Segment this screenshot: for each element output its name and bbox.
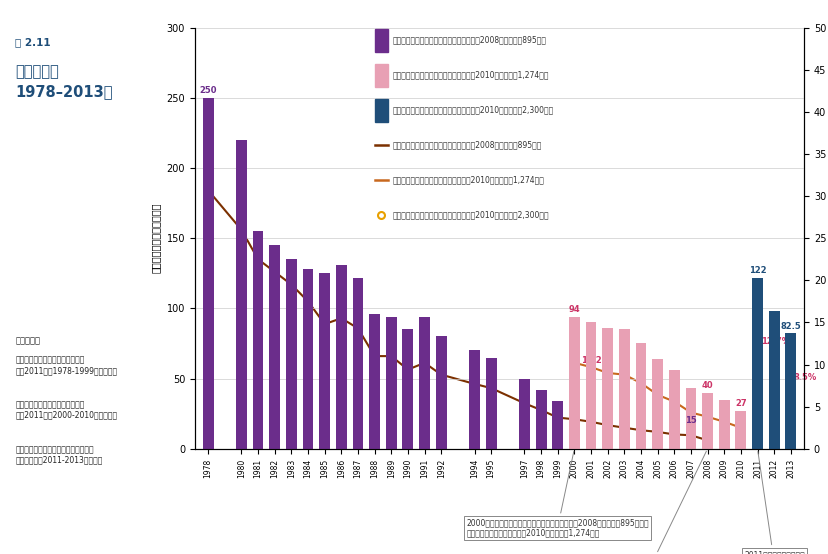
Text: 15: 15 (684, 416, 696, 425)
Text: 10.2%: 10.2% (580, 356, 609, 365)
Bar (635, 343, 646, 449)
Bar (768, 311, 778, 449)
Text: 农村贫困人口数量，使用新的贫困标准（按2010年不变价为2,300元）: 农村贫困人口数量，使用新的贫困标准（按2010年不变价为2,300元） (392, 106, 553, 115)
Text: 40: 40 (701, 381, 713, 390)
Bar (368, 314, 379, 449)
Text: 农村贫困发生率，使用新的贫困标准（按2010年不变价为2,300元）: 农村贫困发生率，使用新的贫困标准（按2010年不变价为2,300元） (392, 211, 549, 219)
Bar (585, 322, 595, 449)
Text: 国家统计局，国民经济与社会发展统计
公报，历年（2011-2013年数据）: 国家统计局，国民经济与社会发展统计 公报，历年（2011-2013年数据） (15, 445, 103, 464)
Bar (551, 401, 562, 449)
Text: 27: 27 (734, 399, 746, 408)
Bar (302, 269, 313, 449)
Y-axis label: 农村贫困人口数量（百万）: 农村贫困人口数量（百万） (151, 203, 161, 274)
Text: 8.5%: 8.5% (792, 373, 816, 382)
Bar (518, 378, 529, 449)
Text: 2000年除了沿用原来的全国农村绝对贫困标准（按2008年不变价为895元），
引入全国农村低收入标准（按2010年不变价为1,274元）: 2000年除了沿用原来的全国农村绝对贫困标准（按2008年不变价为895元）， … (465, 452, 648, 538)
Bar (335, 265, 346, 449)
Text: 国家统计局，中国农村贫困监测报
告，2011年（2000-2010年数据）。: 国家统计局，中国农村贫困监测报 告，2011年（2000-2010年数据）。 (15, 400, 118, 420)
Bar (568, 404, 579, 449)
Bar (203, 98, 214, 449)
Text: 农村贫困人口数量，使用绝对贫困标准（按2008年不变价为895元）: 农村贫困人口数量，使用绝对贫困标准（按2008年不变价为895元） (392, 36, 546, 45)
Bar (374, 64, 388, 87)
Bar (419, 317, 430, 449)
Text: 12.7%: 12.7% (760, 337, 789, 346)
Bar (585, 408, 595, 449)
Bar (319, 273, 330, 449)
Text: 国家统计局，中国农村住户调查年
鉴，2011年（1978-1999年数据）。: 国家统计局，中国农村住户调查年 鉴，2011年（1978-1999年数据）。 (15, 356, 118, 375)
Bar (236, 140, 247, 449)
Text: 数据来源：: 数据来源： (15, 336, 41, 345)
Bar (253, 231, 263, 449)
Text: 122: 122 (748, 266, 765, 275)
Text: 2011年起采用新的全国农
村贫困标准（按2010年不
变价为2,300元）: 2011年起采用新的全国农 村贫困标准（按2010年不 变价为2,300元） (744, 452, 804, 554)
Bar (602, 328, 613, 449)
Bar (436, 336, 446, 449)
Text: 2008年起将低收入标准作为唯一的贫困标准使用: 2008年起将低收入标准作为唯一的贫困标准使用 (599, 452, 705, 554)
Bar (352, 278, 363, 449)
Text: 农村贫困人口数量，使用低收入标准（按2010年不变价为1,274元）: 农村贫困人口数量，使用低收入标准（按2010年不变价为1,274元） (392, 71, 549, 80)
Text: 94: 94 (568, 305, 580, 314)
Bar (485, 357, 496, 449)
Bar (701, 435, 712, 449)
Bar (685, 388, 696, 449)
Bar (668, 370, 679, 449)
Text: 82.5: 82.5 (779, 322, 800, 331)
Text: 农村贫困发生率，使用低收入标准（按2010年不变价为1,274元）: 农村贫困发生率，使用低收入标准（按2010年不变价为1,274元） (392, 176, 544, 184)
Text: 农村贫困，
1978–2013年: 农村贫困， 1978–2013年 (15, 64, 113, 99)
Bar (374, 29, 388, 52)
Bar (469, 351, 479, 449)
Bar (568, 317, 579, 449)
Bar (402, 330, 413, 449)
Text: 图 2.11: 图 2.11 (15, 37, 51, 47)
Text: 250: 250 (200, 86, 217, 95)
Text: 农村贫困发生率，使用绝对贫困标准（按2008年不变价为895元）: 农村贫困发生率，使用绝对贫困标准（按2008年不变价为895元） (392, 141, 542, 150)
Bar (619, 330, 629, 449)
Bar (385, 317, 396, 449)
Bar (269, 245, 280, 449)
Bar (535, 390, 546, 449)
Bar (718, 399, 729, 449)
Bar (784, 333, 795, 449)
Bar (734, 411, 745, 449)
Bar (685, 428, 696, 449)
Bar (701, 393, 712, 449)
Bar (374, 99, 388, 122)
Bar (286, 259, 296, 449)
Bar (652, 359, 662, 449)
Bar (751, 278, 762, 449)
